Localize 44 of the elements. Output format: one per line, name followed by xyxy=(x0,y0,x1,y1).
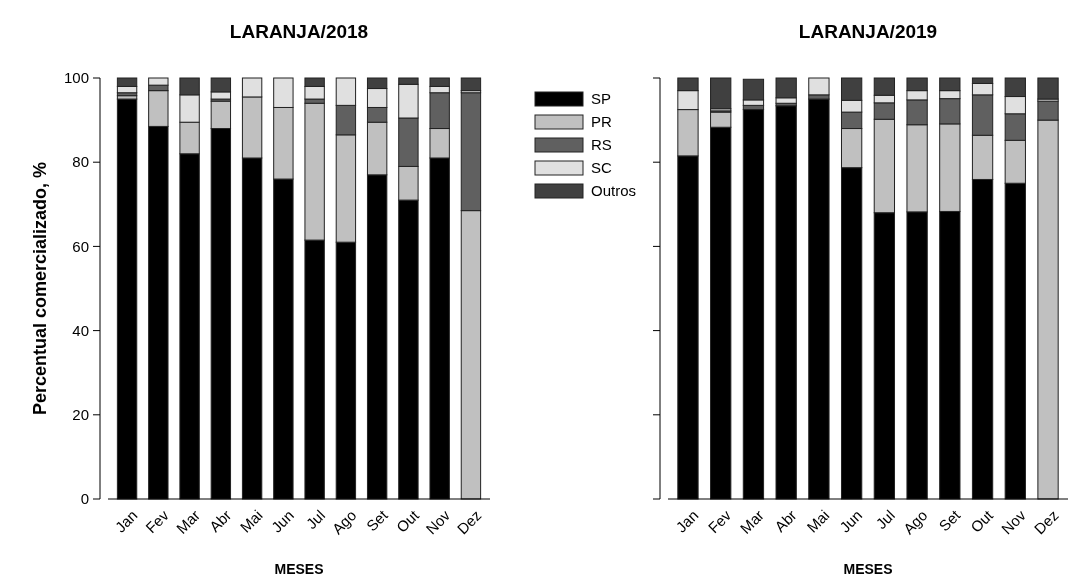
y-tick-label: 60 xyxy=(72,237,89,255)
chart-title: LARANJA/2018 xyxy=(229,21,369,42)
x-tick-label: Jun xyxy=(267,506,297,536)
x-tick-label: Jul xyxy=(872,506,898,533)
x-tick-label: Mai xyxy=(236,506,266,536)
x-tick-label: Set xyxy=(935,505,964,535)
legend-label: Outros xyxy=(591,182,637,200)
x-tick-label: Set xyxy=(362,505,392,535)
x-tick-label: Dez xyxy=(1030,506,1062,538)
x-tick-label: Jan xyxy=(672,506,702,536)
legend-label: RS xyxy=(591,136,612,154)
legend-label: SC xyxy=(591,159,612,177)
bar xyxy=(808,77,830,96)
x-tick-label: Mar xyxy=(172,506,204,537)
x-tick-label: Fev xyxy=(142,506,173,537)
x-axis-title: MESES xyxy=(843,561,893,577)
y-tick-label: 100 xyxy=(63,69,89,87)
y-axis-title: Percentual comercializado, % xyxy=(30,161,50,416)
x-tick-label: Nov xyxy=(422,506,454,538)
x-tick-label: Dez xyxy=(453,506,485,538)
x-tick-label: Fev xyxy=(704,506,735,537)
x-tick-label: Jan xyxy=(111,506,141,536)
x-axis-title: MESES xyxy=(274,561,324,577)
legend-label: PR xyxy=(591,113,612,131)
y-tick-label: 40 xyxy=(72,321,89,339)
x-tick-label: Nov xyxy=(997,506,1030,538)
y-tick-label: 0 xyxy=(80,490,89,508)
x-tick-label: Jul xyxy=(302,506,329,533)
x-tick-label: Abr xyxy=(205,506,235,536)
legend-label: SP xyxy=(591,90,612,108)
bar xyxy=(1037,77,1059,100)
y-tick-label: 20 xyxy=(72,406,89,424)
bar xyxy=(710,77,732,110)
x-tick-label: Out xyxy=(392,505,423,536)
x-tick-label: Ago xyxy=(899,506,931,538)
x-tick-label: Mar xyxy=(736,506,767,537)
x-tick-label: Jun xyxy=(836,506,866,536)
x-tick-label: Abr xyxy=(771,506,800,536)
bar xyxy=(460,77,482,92)
x-tick-label: Out xyxy=(966,505,997,536)
x-tick-label: Ago xyxy=(328,506,360,538)
y-tick-label: 80 xyxy=(72,153,89,171)
chart-title: LARANJA/2019 xyxy=(798,21,938,42)
x-tick-label: Mai xyxy=(803,506,833,536)
